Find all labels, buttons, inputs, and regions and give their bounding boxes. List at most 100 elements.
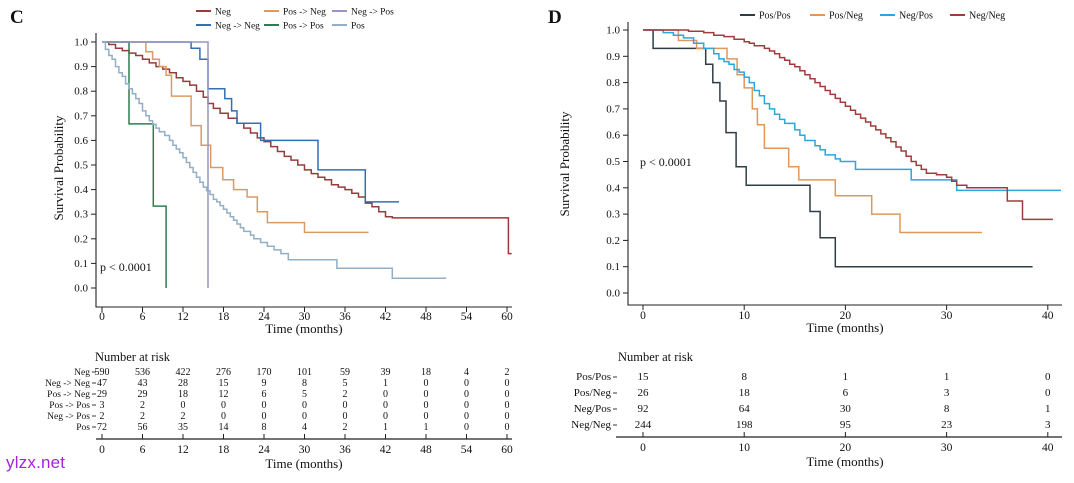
- risk-axis-tick-label: 12: [177, 444, 189, 456]
- risk-axis-tick-label: 0: [99, 444, 105, 456]
- risk-value: 29: [97, 389, 107, 400]
- curve-pos-neg: [643, 29, 982, 234]
- risk-value: 276: [216, 367, 231, 378]
- panel-c-pvalue: p < 0.0001: [100, 260, 152, 274]
- panel-c-x-axis-title: Time (months): [265, 321, 342, 336]
- y-tick-label: 0.3: [74, 209, 88, 221]
- risk-value: 35: [178, 422, 188, 433]
- risk-value: 29: [138, 389, 148, 400]
- risk-value: 2: [140, 411, 145, 422]
- risk-value: 2: [505, 367, 510, 378]
- risk-value: 101: [297, 367, 312, 378]
- watermark-text: ylzx.net: [6, 453, 66, 472]
- legend-item-label: Pos -> Pos: [283, 22, 324, 32]
- risk-value: 0: [424, 400, 429, 411]
- risk-axis-tick-label: 18: [218, 444, 230, 456]
- risk-row-label: Neg/Neg: [571, 419, 611, 431]
- risk-value: 6: [843, 387, 849, 399]
- risk-value: 2: [181, 411, 186, 422]
- risk-value: 0: [1045, 387, 1051, 399]
- risk-value: 0: [1045, 371, 1051, 383]
- y-tick-label: 0.2: [74, 233, 88, 245]
- curve-neg-neg: [643, 29, 1053, 221]
- panel-d-risk-x-axis-title: Time (months): [806, 454, 883, 469]
- risk-axis-tick-label: 20: [840, 442, 852, 454]
- legend-item-label: Pos/Neg: [829, 11, 863, 22]
- y-tick-label: 0.9: [606, 51, 620, 63]
- risk-axis-tick-label: 54: [461, 444, 473, 456]
- risk-value: 59: [340, 367, 350, 378]
- risk-value: 0: [464, 411, 469, 422]
- curve-pos-pos: [643, 29, 1033, 268]
- risk-value: 43: [138, 378, 148, 389]
- risk-value: 536: [135, 367, 150, 378]
- risk-value: 9: [262, 378, 267, 389]
- risk-value: 170: [257, 367, 272, 378]
- risk-value: 5: [302, 389, 307, 400]
- x-tick-label: 18: [218, 311, 230, 323]
- x-tick-label: 36: [339, 311, 351, 323]
- risk-value: 95: [840, 419, 852, 431]
- y-tick-label: 0.1: [74, 258, 88, 270]
- risk-value: 0: [505, 389, 510, 400]
- x-tick-label: 24: [258, 311, 270, 323]
- risk-value: 15: [219, 378, 229, 389]
- risk-value: 1: [383, 422, 388, 433]
- risk-axis-tick-label: 30: [299, 444, 311, 456]
- risk-value: 8: [302, 378, 307, 389]
- y-tick-label: 0.0: [606, 288, 620, 300]
- risk-row-label: Pos -> Neg: [47, 390, 90, 400]
- y-tick-label: 0.0: [74, 283, 88, 295]
- risk-value: 1: [944, 371, 950, 383]
- risk-value: 56: [138, 422, 148, 433]
- x-tick-label: 20: [840, 310, 852, 322]
- risk-value: 0: [383, 411, 388, 422]
- risk-row-label: Pos -> Pos: [49, 401, 90, 411]
- risk-value: 0: [262, 411, 267, 422]
- risk-axis-tick-label: 30: [941, 442, 953, 454]
- risk-value: 0: [302, 400, 307, 411]
- risk-value: 1: [383, 378, 388, 389]
- y-tick-label: 0.2: [606, 235, 620, 247]
- risk-value: 18: [421, 367, 431, 378]
- y-tick-label: 0.9: [74, 61, 88, 73]
- y-tick-label: 0.5: [606, 156, 620, 168]
- risk-value: 0: [505, 422, 510, 433]
- risk-value: 1: [1045, 403, 1051, 415]
- risk-value: 30: [840, 403, 852, 415]
- risk-value: 590: [95, 367, 110, 378]
- generated-chart-layer: 0.00.10.20.30.40.50.60.70.80.91.00 6 12 18 2…: [45, 8, 1062, 456]
- risk-value: 3: [1045, 419, 1051, 431]
- risk-value: 23: [941, 419, 953, 431]
- legend-item-label: Pos/Pos: [759, 11, 791, 22]
- risk-value: 4: [302, 422, 307, 433]
- risk-row-label: Pos/Pos: [576, 371, 611, 383]
- risk-value: 2: [343, 422, 348, 433]
- y-tick-label: 0.3: [606, 209, 620, 221]
- risk-value: 5: [343, 378, 348, 389]
- risk-value: 0: [424, 378, 429, 389]
- curve-pos-pos: [102, 41, 167, 288]
- legend-item-label: Neg -> Neg: [215, 22, 260, 32]
- y-tick-label: 0.5: [74, 160, 88, 172]
- risk-value: 2: [343, 389, 348, 400]
- y-tick-label: 0.4: [606, 182, 620, 194]
- x-tick-label: 0: [99, 311, 105, 323]
- panel-d-x-axis-title: Time (months): [806, 320, 883, 335]
- legend-item-label: Neg -> Pos: [351, 8, 394, 18]
- panel-c-risk-title: Number at risk: [95, 350, 171, 364]
- risk-value: 0: [383, 389, 388, 400]
- risk-axis-tick-label: 40: [1042, 442, 1054, 454]
- risk-row-label: Neg: [74, 368, 90, 378]
- y-tick-label: 0.7: [606, 103, 620, 115]
- risk-value: 1: [843, 371, 849, 383]
- risk-value: 6: [262, 389, 267, 400]
- risk-value: 15: [638, 371, 650, 383]
- x-tick-label: 30: [299, 311, 311, 323]
- x-tick-label: 42: [380, 311, 392, 323]
- x-tick-label: 12: [177, 311, 189, 323]
- panel-c-letter: C: [10, 7, 24, 28]
- risk-value: 0: [464, 378, 469, 389]
